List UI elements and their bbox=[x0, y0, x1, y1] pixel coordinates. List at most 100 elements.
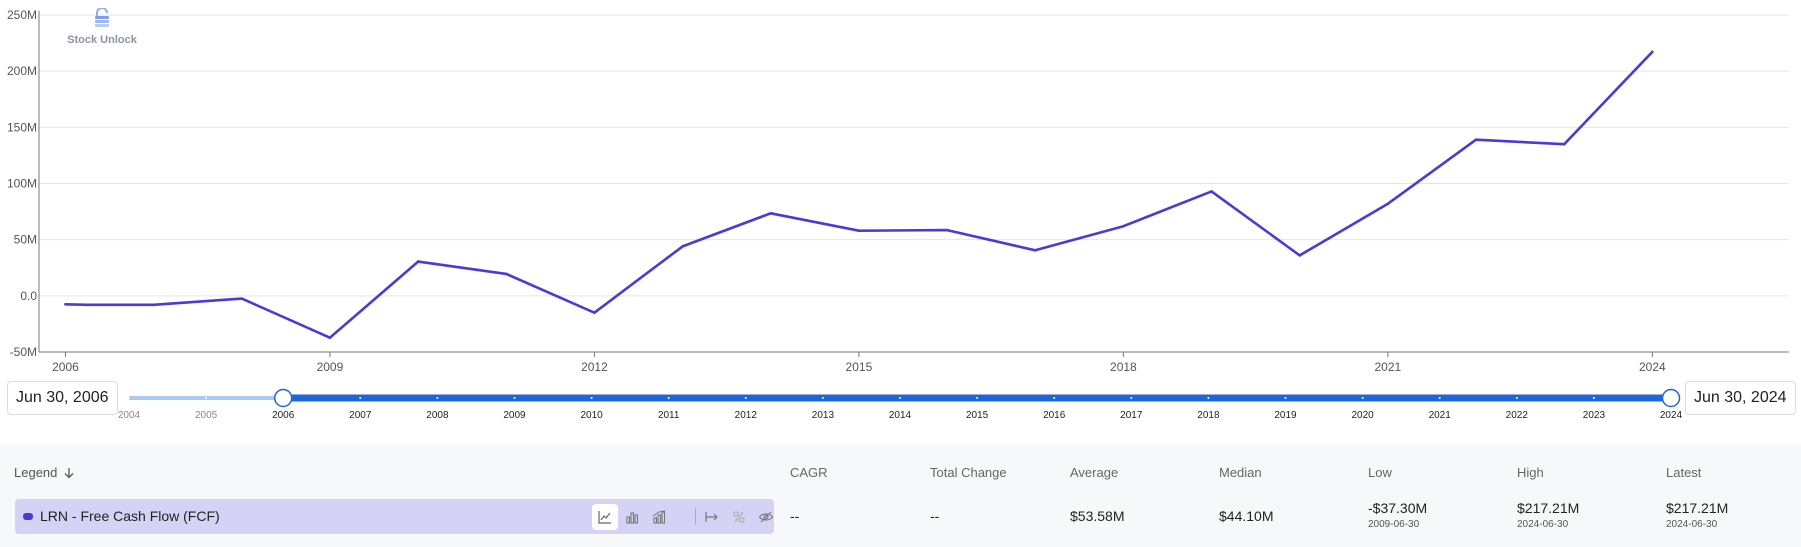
high-date: 2024-06-30 bbox=[1517, 519, 1569, 530]
slider-year-label-14: 2018 bbox=[1197, 410, 1220, 421]
y-tick-label-6: -50M bbox=[10, 345, 37, 359]
data-point-1 bbox=[86, 303, 89, 307]
legend-row-lrn-fcf[interactable]: LRN - Free Cash Flow (FCF) bbox=[15, 499, 774, 534]
slider-tick-8 bbox=[744, 397, 747, 399]
data-point-10 bbox=[857, 229, 861, 232]
slider-year-label-13: 2017 bbox=[1120, 410, 1143, 421]
y-tick-label-1: 200M bbox=[7, 64, 37, 78]
y-tick-label-0: 250M bbox=[7, 8, 37, 22]
median-value: $44.10M bbox=[1219, 508, 1274, 524]
slider-year-label-17: 2021 bbox=[1429, 410, 1452, 421]
data-point-16 bbox=[1386, 202, 1390, 206]
data-point-15 bbox=[1298, 254, 1302, 257]
data-point-5 bbox=[416, 260, 420, 263]
high-value-group: $217.21M 2024-06-30 bbox=[1517, 500, 1579, 530]
slider-year-label-6: 2010 bbox=[580, 410, 603, 421]
slider-tick-13 bbox=[1130, 397, 1133, 399]
average-value: $53.58M bbox=[1070, 508, 1125, 524]
move-to-axis-icon[interactable] bbox=[699, 504, 725, 530]
slider-start-handle[interactable] bbox=[273, 388, 293, 408]
latest-header: Latest bbox=[1666, 465, 1702, 480]
data-point-11 bbox=[945, 228, 949, 232]
y-axis-tick-labels: 250M 200M 150M 100M 50M 0.0 -50M bbox=[7, 8, 37, 359]
slider-tick-6 bbox=[590, 397, 593, 399]
slider-tick-10 bbox=[899, 397, 901, 399]
slider-year-label-5: 2009 bbox=[503, 410, 526, 421]
slider-year-label-1: 2005 bbox=[195, 410, 218, 421]
slider-tick-7 bbox=[667, 397, 670, 399]
series-label: LRN - Free Cash Flow (FCF) bbox=[40, 508, 220, 524]
data-point-17 bbox=[1474, 138, 1478, 141]
x-tick-label-2: 2012 bbox=[581, 360, 608, 374]
y-tick-label-2: 150M bbox=[7, 120, 37, 134]
data-point-13 bbox=[1122, 224, 1125, 228]
percent-change-icon[interactable] bbox=[726, 504, 752, 530]
toolbar-divider bbox=[695, 508, 696, 525]
slider-tick-12 bbox=[1053, 397, 1056, 399]
total-change-header: Total Change bbox=[930, 465, 1007, 480]
low-header: Low bbox=[1368, 465, 1392, 480]
stacked-bar-icon[interactable] bbox=[646, 504, 672, 530]
x-tick-label-4: 2018 bbox=[1110, 360, 1137, 374]
low-date: 2009-06-30 bbox=[1368, 519, 1420, 530]
y-tick-label-4: 50M bbox=[14, 233, 37, 247]
series-lines bbox=[64, 50, 1654, 340]
slider-tick-18 bbox=[1515, 397, 1518, 399]
slider-tick-4 bbox=[436, 397, 439, 399]
slider-end-handle[interactable] bbox=[1661, 388, 1681, 408]
high-header: High bbox=[1517, 465, 1544, 480]
x-tick-label-3: 2015 bbox=[846, 360, 873, 374]
line-chart-icon[interactable] bbox=[592, 504, 618, 530]
latest-value: $217.21M bbox=[1666, 500, 1729, 516]
average-header: Average bbox=[1070, 465, 1119, 480]
hide-eye-icon[interactable] bbox=[753, 504, 779, 530]
data-point-7 bbox=[593, 311, 596, 314]
slider-tick-19 bbox=[1592, 397, 1595, 399]
latest-date: 2024-06-30 bbox=[1666, 519, 1718, 530]
grid-lines bbox=[38, 11, 1789, 353]
slider-tick-1 bbox=[205, 397, 208, 399]
slider-year-label-20: 2024 bbox=[1660, 410, 1683, 421]
slider-year-label-11: 2015 bbox=[966, 410, 989, 421]
slider-year-label-10: 2014 bbox=[889, 410, 912, 421]
slider-tick-5 bbox=[513, 397, 516, 399]
y-tick-label-3: 100M bbox=[7, 177, 37, 191]
slider-year-label-18: 2022 bbox=[1506, 410, 1529, 421]
median-header: Median bbox=[1219, 465, 1262, 480]
bar-chart-icon[interactable] bbox=[619, 504, 645, 530]
range-end-date[interactable]: Jun 30, 2024 bbox=[1685, 381, 1796, 415]
range-slider[interactable]: 2004 2005 2006 2007 2008 2009 2010 2011 2012 2013… bbox=[118, 388, 1683, 422]
slider-tick-15 bbox=[1284, 397, 1287, 399]
low-value-group: -$37.30M 2009-06-30 bbox=[1368, 500, 1427, 530]
data-point-19 bbox=[1651, 50, 1654, 54]
cagr-header: CAGR bbox=[790, 465, 828, 480]
data-point-12 bbox=[1033, 249, 1037, 252]
slider-year-label-3: 2007 bbox=[349, 410, 372, 421]
legend-header-label: Legend bbox=[14, 465, 58, 480]
data-point-0 bbox=[64, 302, 67, 306]
slider-year-label-19: 2023 bbox=[1583, 410, 1606, 421]
arrow-down-icon bbox=[64, 467, 74, 478]
slider-tick-14 bbox=[1207, 397, 1210, 399]
slider-year-label-9: 2013 bbox=[812, 410, 835, 421]
slider-year-label-2: 2006 bbox=[272, 410, 295, 421]
slider-tick-16 bbox=[1361, 397, 1364, 399]
total-change-value: -- bbox=[930, 508, 940, 524]
range-start-date[interactable]: Jun 30, 2006 bbox=[7, 381, 118, 415]
legend-header[interactable]: Legend bbox=[14, 465, 75, 480]
data-point-14 bbox=[1210, 190, 1213, 193]
slider-tick-0 bbox=[128, 397, 130, 399]
lock-stack-icon bbox=[95, 7, 109, 27]
slider-year-label-12: 2016 bbox=[1043, 410, 1066, 421]
cagr-value: -- bbox=[790, 508, 800, 524]
data-point-4 bbox=[328, 336, 332, 340]
slider-year-label-4: 2008 bbox=[426, 410, 449, 421]
high-value: $217.21M bbox=[1517, 500, 1580, 516]
x-tick-label-1: 2009 bbox=[317, 360, 344, 374]
slider-year-label-16: 2020 bbox=[1351, 410, 1374, 421]
slider-tick-17 bbox=[1438, 397, 1441, 399]
slider-tick-3 bbox=[359, 397, 362, 399]
x-tick-label-6: 2024 bbox=[1639, 360, 1666, 374]
slider-year-label-15: 2019 bbox=[1274, 410, 1297, 421]
data-point-3 bbox=[240, 297, 244, 300]
